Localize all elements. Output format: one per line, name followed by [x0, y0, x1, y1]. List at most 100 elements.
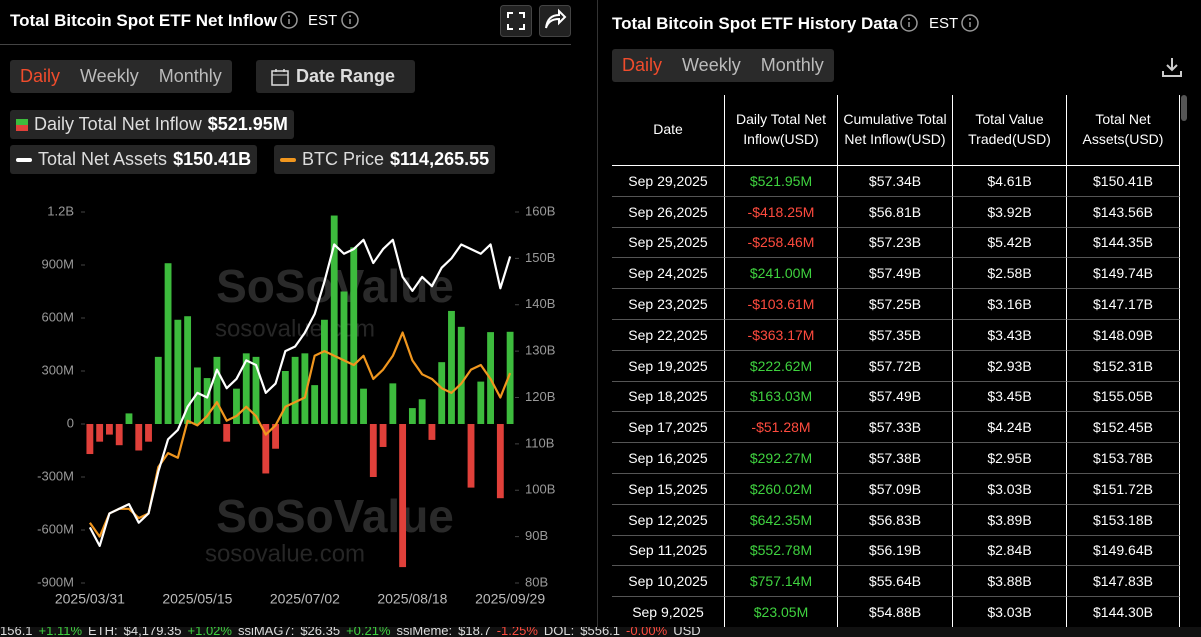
ticker-item: ETH: — [88, 627, 118, 637]
legend-item[interactable]: BTC Price $114,265.55 — [274, 145, 496, 174]
table-cell: $57.35B — [838, 320, 953, 351]
bar — [321, 319, 328, 424]
date-range-label: Date Range — [296, 66, 396, 86]
y-tick-label: 600M — [41, 309, 74, 324]
ticker-item: 156.1 — [0, 627, 33, 637]
divider — [0, 44, 571, 45]
table-cell: $57.34B — [838, 166, 953, 197]
x-tick-label: 2025/08/18 — [377, 591, 447, 607]
table-cell: Sep 16,2025 — [612, 443, 725, 474]
chart: SoSoValue sosovalue.com SoSoValue sosova… — [37, 203, 555, 607]
bar — [291, 356, 299, 424]
expand-button[interactable] — [500, 5, 532, 37]
table-cell: $222.62M — [725, 350, 838, 382]
right-title: Total Bitcoin Spot ETF History Data — [612, 14, 898, 33]
y2-tick-label: 90B — [525, 528, 548, 543]
table-cell: $3.16B — [953, 289, 1067, 320]
download-button[interactable] — [1160, 55, 1184, 79]
table-cell: -$418.25M — [725, 196, 838, 228]
watermark: sosovalue.com — [205, 540, 365, 567]
y2-tick-label: 120B — [525, 389, 555, 404]
tab[interactable]: Monthly — [760, 55, 824, 75]
ticker-item: DOL: — [543, 627, 575, 637]
legend-item[interactable]: Total Net Assets $150.41B — [10, 145, 258, 174]
table-header: Total Net Assets(USD) — [1067, 95, 1180, 166]
ticker-item: +1.11% — [38, 627, 83, 637]
bar — [418, 399, 426, 424]
y2-tick-label: 110B — [525, 435, 554, 450]
x-tick-label: 2025/03/31 — [55, 591, 125, 607]
table-cell: $144.35B — [1067, 227, 1180, 259]
info-icon[interactable] — [960, 13, 980, 33]
table-cell: $150.41B — [1067, 166, 1180, 197]
table-cell: $57.49B — [838, 381, 953, 413]
table-cell: $4.61B — [953, 166, 1067, 197]
bar — [203, 378, 211, 424]
ticker-item: $18.7 — [458, 627, 491, 637]
y-tick-label: -300M — [37, 468, 74, 483]
table-cell: $2.84B — [953, 535, 1067, 567]
panel-divider — [597, 0, 598, 627]
table-cell: $23.05M — [725, 597, 838, 628]
table-cell: Sep 18,2025 — [612, 381, 725, 413]
table-cell: Sep 19,2025 — [612, 350, 725, 382]
y-tick-label: -900M — [37, 574, 74, 589]
table-cell: $54.88B — [838, 597, 953, 628]
ticker-item: $26.35 — [300, 627, 341, 637]
x-tick-label: 2025/07/02 — [270, 591, 340, 607]
bar — [154, 356, 162, 424]
left-tabs: Daily Weekly Monthly — [10, 60, 232, 93]
bar — [281, 371, 289, 424]
bar — [496, 424, 504, 499]
tab[interactable]: Monthly — [158, 66, 222, 86]
table-cell: $56.19B — [838, 535, 953, 567]
legend-swatch — [16, 118, 28, 131]
y2-tick-label: 80B — [525, 574, 548, 589]
date-range-button[interactable]: Date Range — [256, 60, 416, 93]
table-cell: $57.72B — [838, 350, 953, 382]
table-cell: $147.17B — [1067, 289, 1180, 320]
bar — [467, 424, 475, 488]
table-cell: $147.83B — [1067, 566, 1180, 598]
bar — [145, 424, 152, 442]
legend-value: $114,265.55 — [390, 149, 490, 169]
line — [88, 238, 512, 547]
table-cell: $241.00M — [725, 258, 838, 290]
legend-label: BTC Price — [302, 149, 385, 169]
ticker-item: $556.1 — [580, 627, 621, 637]
tab[interactable]: Weekly — [682, 55, 741, 75]
table-cell: $56.83B — [838, 504, 953, 536]
table-cell: $152.31B — [1067, 350, 1180, 382]
y-tick-label: 300M — [41, 362, 74, 377]
ticker-item: -0.00% — [626, 627, 668, 637]
tab[interactable]: Weekly — [80, 66, 139, 86]
bar — [223, 424, 231, 442]
table-cell: Sep 15,2025 — [612, 474, 725, 505]
bar — [311, 385, 319, 424]
table-cell: $3.03B — [953, 474, 1067, 505]
legend-item[interactable]: Daily Total Net Inflow $521.95M — [10, 110, 294, 139]
table-cell: Sep 11,2025 — [612, 535, 725, 567]
table-cell: $149.74B — [1067, 258, 1180, 290]
table-cell: $57.49B — [838, 258, 953, 290]
y2-tick-label: 140B — [525, 296, 555, 311]
info-icon[interactable] — [279, 10, 299, 30]
table-cell: -$258.46M — [725, 227, 838, 259]
table-cell: Sep 25,2025 — [612, 227, 725, 259]
tab[interactable]: Daily — [20, 66, 61, 86]
calendar-icon — [271, 68, 289, 86]
table-cell: $55.64B — [838, 566, 953, 598]
legend-value: $150.41B — [173, 149, 252, 169]
table-cell: $163.03M — [725, 381, 838, 413]
bar — [330, 215, 338, 424]
table-cell: $3.03B — [953, 597, 1067, 628]
info-icon[interactable] — [899, 13, 919, 33]
table-cell: $152.45B — [1067, 412, 1180, 444]
table-cell: $57.09B — [838, 474, 953, 505]
y-tick-label: 900M — [41, 256, 74, 271]
share-button[interactable] — [539, 5, 571, 37]
info-icon[interactable] — [340, 10, 360, 30]
scrollbar[interactable] — [1181, 95, 1187, 121]
table-header: Cumulative Total Net Inflow(USD) — [838, 95, 953, 166]
tab[interactable]: Daily — [622, 55, 663, 75]
